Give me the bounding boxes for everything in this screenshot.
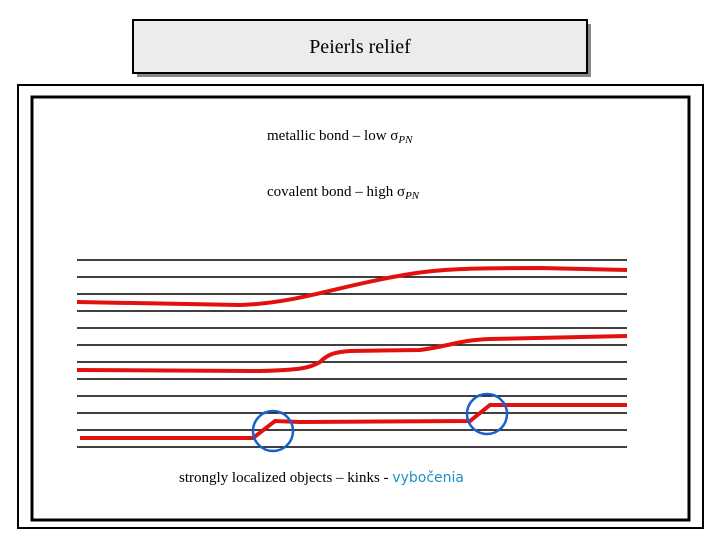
title: Peierls relief — [309, 36, 411, 58]
caption-highlight: vybočenia — [392, 470, 464, 486]
title-box — [132, 19, 588, 74]
dislocation-smooth — [76, 265, 628, 308]
note-text: metallic bond – low σ — [267, 128, 398, 144]
caption: strongly localized objects – kinks - vyb… — [179, 470, 464, 486]
note: metallic bond – low σPN — [267, 128, 413, 146]
inner-frame — [30, 95, 691, 522]
note: covalent bond – high σPN — [267, 184, 420, 202]
lattice-lines — [77, 259, 627, 448]
note-subscript: PN — [397, 134, 413, 146]
note-text: covalent bond – high σ — [267, 184, 405, 200]
caption-text: strongly localized objects – kinks - — [179, 470, 392, 486]
note-subscript: PN — [404, 190, 420, 202]
outer-frame — [17, 84, 704, 529]
dislocation-mixed — [76, 334, 628, 374]
kink-markers — [251, 392, 509, 453]
